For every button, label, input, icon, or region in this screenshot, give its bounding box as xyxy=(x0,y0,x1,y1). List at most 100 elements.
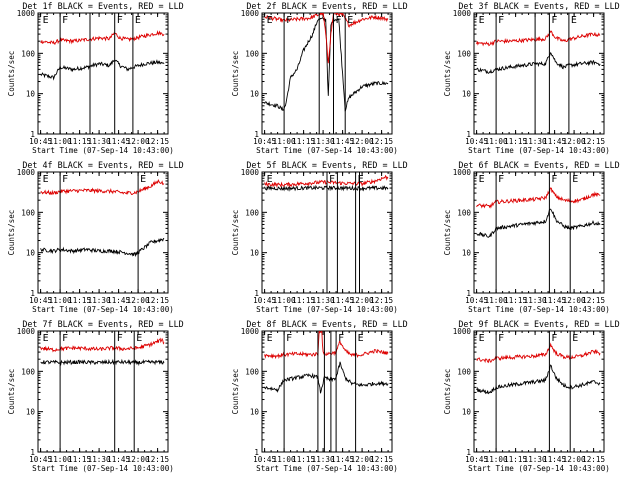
x-tick-label: 12:00 xyxy=(563,455,586,464)
segment-marker: E xyxy=(479,333,485,344)
x-tick-label: 12:15 xyxy=(582,455,605,464)
x-tick-label: 12:15 xyxy=(370,455,393,464)
x-axis-title: Start Time (07-Sep-14 10:43:00) xyxy=(32,146,174,155)
lld-line xyxy=(40,30,165,46)
x-tick-label: 11:15 xyxy=(292,296,315,305)
plot-frame xyxy=(473,12,605,135)
x-tick-label: 11:45 xyxy=(331,296,354,305)
x-axis-title: Start Time (07-Sep-14 10:43:00) xyxy=(468,305,610,314)
segment-marker: F xyxy=(62,333,68,344)
y-tick-label: 1 xyxy=(30,130,35,139)
x-tick-label: 11:30 xyxy=(524,296,547,305)
x-tick-label: 12:00 xyxy=(351,137,374,146)
x-tick-label: 10:45 xyxy=(29,137,52,146)
events-line xyxy=(476,208,601,238)
x-tick-label: 11:45 xyxy=(107,137,130,146)
x-axis-title: Start Time (07-Sep-14 10:43:00) xyxy=(468,146,610,155)
y-tick-label: 10 xyxy=(462,249,472,258)
segment-marker: F xyxy=(551,333,557,344)
y-tick-label: 1 xyxy=(30,448,35,457)
events-line xyxy=(40,358,165,367)
x-tick-label: 11:15 xyxy=(292,455,315,464)
x-tick-label: 12:00 xyxy=(127,137,150,146)
x-tick-label: 11:45 xyxy=(543,455,566,464)
y-axis-title: Counts/sec xyxy=(7,51,16,97)
y-tick-label: 100 xyxy=(245,49,259,58)
x-tick-label: 11:30 xyxy=(312,137,335,146)
panel-title: Det 2f BLACK = Events, RED = LLD xyxy=(246,1,407,11)
panel-title: Det 4f BLACK = Events, RED = LLD xyxy=(22,160,183,170)
events-line xyxy=(264,184,389,192)
y-tick-label: 10 xyxy=(462,408,472,417)
x-tick-label: 11:45 xyxy=(331,455,354,464)
lld-line xyxy=(264,13,389,64)
events-line xyxy=(40,237,165,258)
plot-frame xyxy=(37,171,169,294)
x-tick-label: 10:45 xyxy=(465,296,488,305)
x-tick-label: 11:15 xyxy=(68,296,91,305)
lld-line xyxy=(476,342,601,364)
plot-frame xyxy=(37,330,169,453)
y-axis-title: Counts/sec xyxy=(7,369,16,415)
segment-marker: F xyxy=(117,333,123,344)
y-tick-label: 100 xyxy=(245,367,259,376)
panel-9: Det 9f BLACK = Events, RED = LLD 1 10 100 10… xyxy=(443,319,620,473)
panel-5: Det 5f BLACK = Events, RED = LLD 1 10 100 10… xyxy=(231,160,408,314)
y-tick-label: 1 xyxy=(30,289,35,298)
x-tick-label: 10:45 xyxy=(465,455,488,464)
panel-8: Det 8f BLACK = Events, RED = LLD 1 10 100 10… xyxy=(231,319,408,473)
x-axis-title: Start Time (07-Sep-14 10:43:00) xyxy=(256,305,398,314)
x-tick-label: 12:00 xyxy=(127,455,150,464)
x-tick-label: 12:00 xyxy=(563,137,586,146)
panel-title: Det 1f BLACK = Events, RED = LLD xyxy=(22,1,183,11)
data-layer xyxy=(264,13,389,134)
data-layer xyxy=(40,172,165,293)
x-tick-label: 11:45 xyxy=(331,137,354,146)
segment-marker: E xyxy=(135,15,141,26)
panel-3: Det 3f BLACK = Events, RED = LLD 1 10 100 10… xyxy=(443,1,620,155)
x-tick-label: 11:30 xyxy=(524,137,547,146)
x-tick-label: 11:00 xyxy=(49,455,72,464)
y-tick-label: 100 xyxy=(21,367,35,376)
data-layer xyxy=(40,13,165,134)
segment-marker: F xyxy=(117,15,123,26)
x-tick-label: 10:45 xyxy=(465,137,488,146)
y-tick-label: 10 xyxy=(462,90,472,99)
x-tick-label: 11:30 xyxy=(524,455,547,464)
plot-frame xyxy=(473,171,605,294)
x-tick-label: 12:15 xyxy=(146,137,169,146)
events-line xyxy=(264,361,389,394)
segment-marker: E xyxy=(347,15,353,26)
y-axis-title: Counts/sec xyxy=(443,369,452,415)
panel-title: Det 8f BLACK = Events, RED = LLD xyxy=(246,319,407,329)
x-tick-label: 11:45 xyxy=(107,296,130,305)
events-line xyxy=(40,59,165,81)
x-tick-label: 11:15 xyxy=(292,137,315,146)
plot-frame xyxy=(473,330,605,453)
panel-title: Det 7f BLACK = Events, RED = LLD xyxy=(22,319,183,329)
lld-line xyxy=(264,331,389,360)
segment-marker: E xyxy=(479,15,485,26)
y-axis-title: Counts/sec xyxy=(443,51,452,97)
x-tick-label: 10:45 xyxy=(253,455,276,464)
y-tick-label: 1000 xyxy=(453,168,472,177)
lld-line xyxy=(264,174,389,188)
events-line xyxy=(476,364,601,395)
x-tick-label: 12:00 xyxy=(351,455,374,464)
lld-line xyxy=(476,29,601,47)
data-layer xyxy=(476,13,601,134)
x-tick-label: 11:00 xyxy=(273,296,296,305)
panel-2: Det 2f BLACK = Events, RED = LLD 1 10 100 10… xyxy=(231,1,408,155)
y-tick-label: 1000 xyxy=(17,327,36,336)
panel-title: Det 6f BLACK = Events, RED = LLD xyxy=(458,160,619,170)
x-tick-label: 11:45 xyxy=(543,137,566,146)
panel-title: Det 5f BLACK = Events, RED = LLD xyxy=(246,160,407,170)
lld-line xyxy=(40,179,165,196)
segment-marker: E xyxy=(136,333,142,344)
segment-marker: F xyxy=(286,15,292,26)
segment-marker: E xyxy=(479,174,485,185)
x-axis-title: Start Time (07-Sep-14 10:43:00) xyxy=(32,305,174,314)
data-layer xyxy=(476,331,601,452)
y-tick-label: 10 xyxy=(250,249,260,258)
x-tick-label: 11:45 xyxy=(107,455,130,464)
